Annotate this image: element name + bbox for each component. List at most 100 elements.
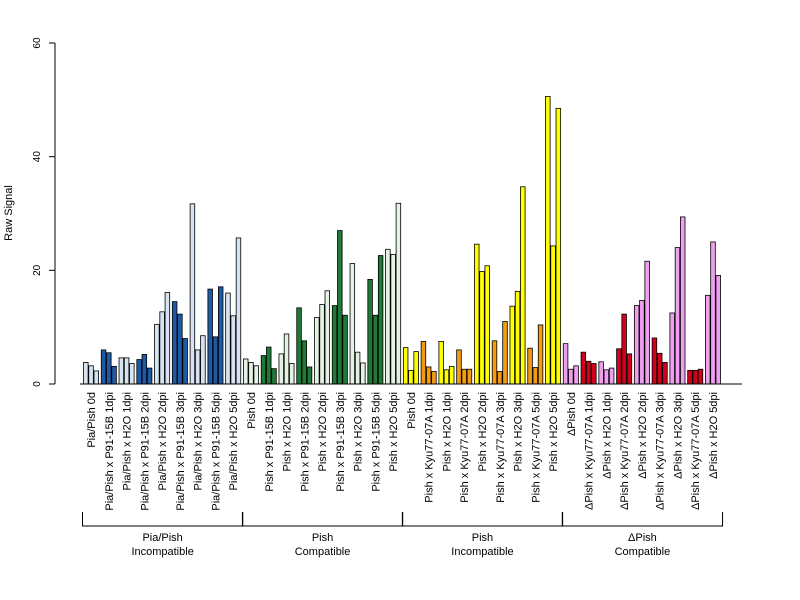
- bar: [331, 305, 338, 385]
- bar: [598, 361, 604, 385]
- bar: [395, 202, 402, 385]
- bar: [550, 245, 556, 385]
- y-axis-title: Raw Signal: [3, 185, 15, 241]
- bar: [491, 340, 498, 385]
- bar: [248, 361, 254, 385]
- bar: [669, 312, 675, 385]
- bar: [545, 96, 551, 385]
- x-tick-label: Pia/Pish x P91-15B 3dpi: [175, 392, 187, 511]
- bar: [502, 321, 508, 385]
- x-tick-label: ΔPish x Kyu77-07A 2dpi: [619, 392, 631, 510]
- bar: [633, 305, 640, 385]
- x-tick-label: ΔPish x H2O 5dpi: [708, 392, 720, 479]
- bar: [580, 351, 587, 385]
- bar: [296, 307, 302, 385]
- bar: [106, 352, 112, 385]
- x-tick-label: Pia/Pish x H2O 2dpi: [157, 392, 169, 490]
- x-tick-label: Pia/Pish x P91-15B 5dpi: [210, 392, 222, 511]
- bar: [342, 314, 348, 385]
- x-tick-label: Pish x Kyu77-07A 3dpi: [495, 392, 507, 503]
- group-label-line1: Pia/Pish: [142, 532, 182, 544]
- x-tick-label: Pia/Pish x H2O 3dpi: [193, 392, 205, 490]
- x-tick-label: ΔPish x Kyu77-07A 1dpi: [584, 392, 596, 510]
- bar: [164, 292, 171, 385]
- bar: [608, 367, 615, 385]
- bar: [377, 255, 384, 385]
- x-tick-label: Pish x P91-15B 5dpi: [370, 392, 382, 492]
- bar: [697, 368, 704, 385]
- bar: [705, 294, 711, 385]
- group-label-line2: Incompatible: [131, 546, 193, 558]
- bar: [301, 340, 307, 385]
- bar: [314, 317, 320, 385]
- bar: [111, 365, 117, 385]
- bar: [568, 368, 574, 385]
- bar: [562, 343, 569, 385]
- bar: [621, 313, 627, 385]
- bar: [367, 279, 373, 385]
- x-tick-label: ΔPish x Kyu77-07A 5dpi: [690, 392, 702, 510]
- x-tick-label: Pish x P91-15B 3dpi: [335, 392, 347, 492]
- group-label-line2: Compatible: [615, 546, 671, 558]
- bar: [456, 349, 462, 385]
- x-tick-label: ΔPish x H2O 2dpi: [637, 392, 649, 479]
- y-tick-label: 40: [32, 151, 43, 163]
- group-label-line1: Pish: [472, 532, 493, 544]
- bar: [616, 348, 622, 385]
- group-bracket: [241, 512, 404, 527]
- x-tick-label: Pish x H2O 2dpi: [477, 392, 489, 471]
- bar: [278, 353, 284, 385]
- bar: [573, 365, 579, 385]
- group-bracket: [401, 512, 564, 527]
- bar: [354, 351, 361, 385]
- bar: [324, 290, 331, 385]
- y-tick-label: 60: [32, 37, 43, 49]
- bar: [408, 369, 414, 385]
- group-label-line1: ΔPish: [628, 532, 657, 544]
- bar: [360, 362, 366, 385]
- bar: [509, 305, 515, 385]
- group-label-line2: Compatible: [295, 546, 351, 558]
- bar: [448, 365, 455, 385]
- bar: [431, 371, 437, 385]
- bar: [123, 357, 130, 385]
- bar: [118, 357, 125, 385]
- bar: [527, 347, 533, 385]
- bar: [177, 313, 183, 385]
- y-axis: 0 20 40 60: [32, 37, 56, 387]
- bar: [662, 361, 668, 385]
- bar: [283, 333, 290, 385]
- bar: [207, 288, 213, 385]
- bar: [687, 369, 693, 385]
- x-tick-label: Pish x Kyu77-07A 2dpi: [459, 392, 471, 503]
- group-label-line2: Incompatible: [451, 546, 513, 558]
- bar: [349, 263, 356, 385]
- bar: [154, 323, 160, 385]
- bar: [306, 366, 313, 385]
- x-tick-label: Pish x Kyu77-07A 5dpi: [530, 392, 542, 503]
- bar: [651, 337, 658, 385]
- bar: [93, 370, 99, 385]
- bar: [674, 247, 681, 385]
- bar: [385, 248, 391, 385]
- x-tick-label: Pia/Pish 0d: [86, 392, 98, 448]
- bar: [243, 358, 249, 385]
- bar: [271, 368, 277, 385]
- x-tick-label: Pish x Kyu77-07A 1dpi: [424, 392, 436, 503]
- bar: [656, 352, 663, 385]
- bar: [644, 260, 650, 385]
- bar: [200, 335, 206, 385]
- x-tick-label: Pish x H2O 3dpi: [513, 392, 525, 471]
- bar: [461, 368, 467, 385]
- bar: [235, 237, 242, 385]
- bar: [402, 347, 409, 385]
- x-tick-labels: Pia/Pish 0d Pia/Pish x P91-15B 1dpi Pia/Pi…: [86, 392, 720, 511]
- x-tick-label: Pia/Pish x P91-15B 2dpi: [139, 392, 151, 511]
- bar: [266, 346, 272, 385]
- bar: [88, 365, 94, 385]
- bar: [438, 340, 444, 385]
- y-tick-label: 0: [32, 381, 43, 387]
- x-tick-label: ΔPish 0d: [566, 392, 578, 436]
- x-tick-label: Pia/Pish x H2O 1dpi: [122, 392, 134, 490]
- bar: [194, 349, 201, 385]
